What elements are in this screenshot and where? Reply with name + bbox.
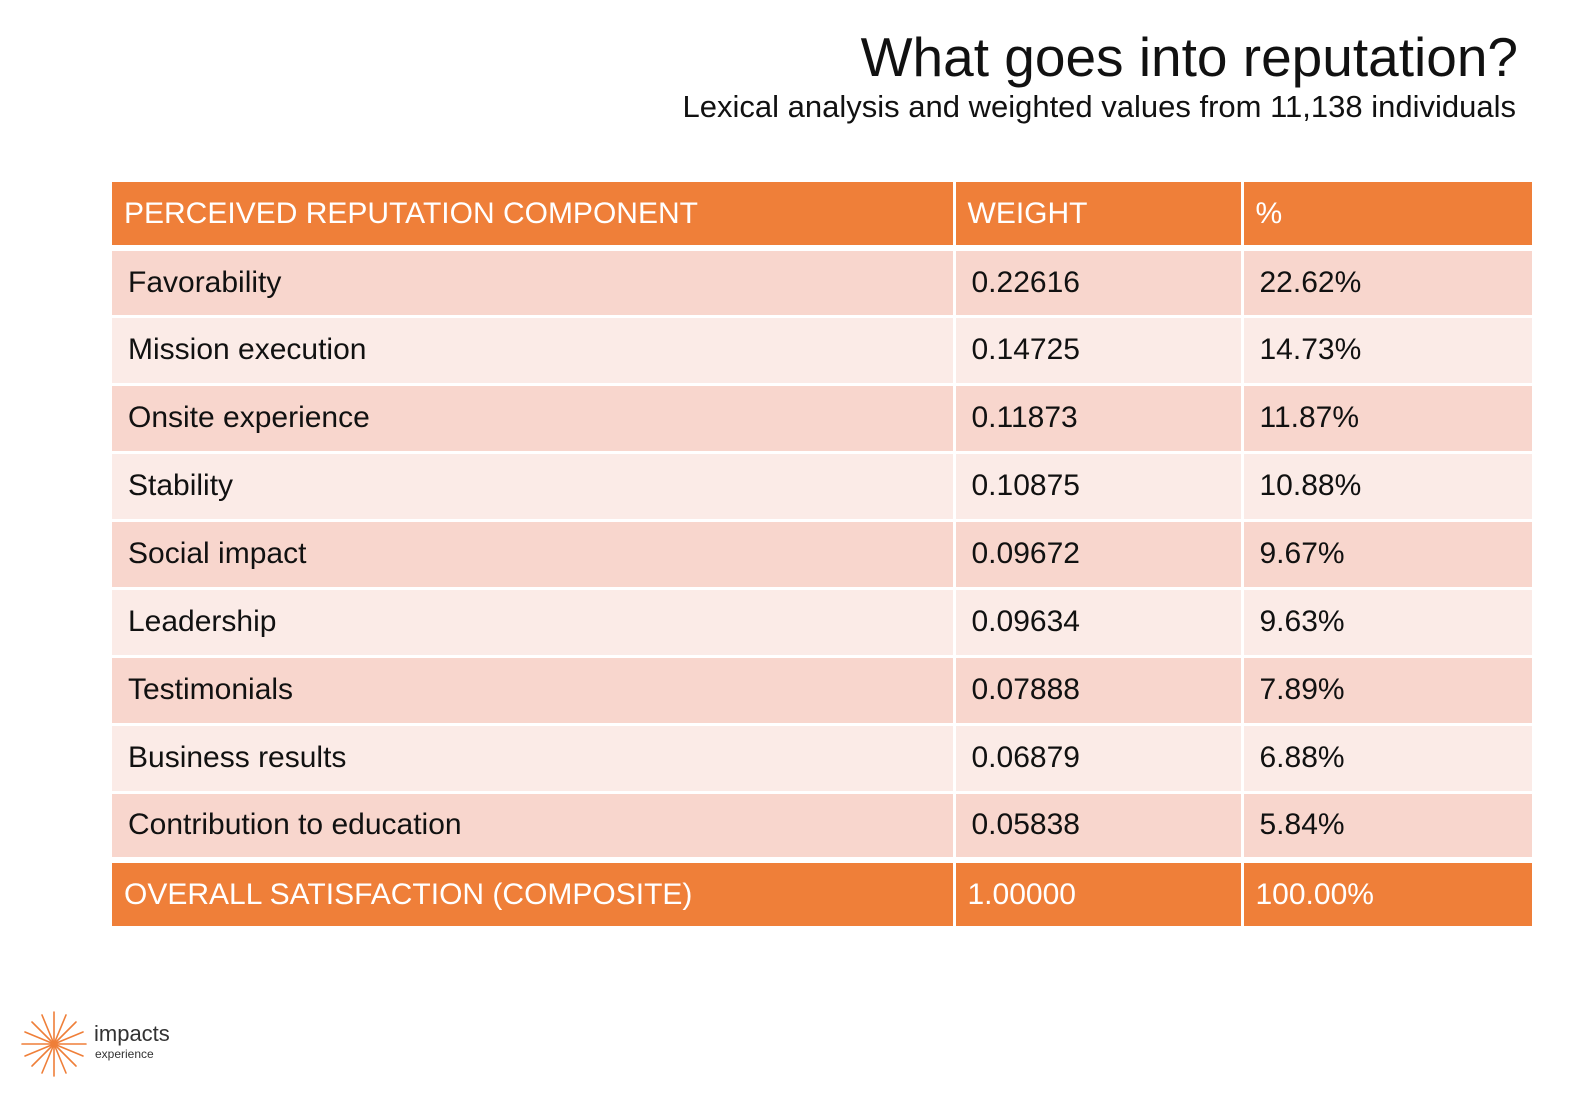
component-cell: Onsite experience bbox=[112, 384, 956, 454]
starburst-icon bbox=[21, 1011, 87, 1077]
component-cell: Stability bbox=[112, 452, 956, 522]
weight-cell: 0.05838 bbox=[954, 792, 1244, 862]
percent-cell: 14.73% bbox=[1242, 316, 1532, 386]
weight-cell: 0.10875 bbox=[954, 452, 1244, 522]
impacts-logo: impacts experience bbox=[20, 1008, 200, 1080]
table-row: Social impact 0.09672 9.67% bbox=[112, 520, 1532, 590]
percent-cell: 22.62% bbox=[1242, 248, 1532, 318]
component-cell: Mission execution bbox=[112, 316, 956, 386]
slide-subtitle: Lexical analysis and weighted values fro… bbox=[682, 89, 1516, 124]
table-row: Favorability 0.22616 22.62% bbox=[112, 248, 1532, 318]
table-row: Mission execution 0.14725 14.73% bbox=[112, 316, 1532, 386]
table-row: Testimonials 0.07888 7.89% bbox=[112, 656, 1532, 726]
table-row: Business results 0.06879 6.88% bbox=[112, 724, 1532, 794]
component-cell: Contribution to education bbox=[112, 792, 956, 862]
weight-cell: 0.11873 bbox=[954, 384, 1244, 454]
weight-cell: 0.06879 bbox=[954, 724, 1244, 794]
component-cell: Social impact bbox=[112, 520, 956, 590]
weight-cell: 0.22616 bbox=[954, 248, 1244, 318]
weight-cell: 0.09672 bbox=[954, 520, 1244, 590]
slide-title: What goes into reputation? bbox=[860, 26, 1518, 88]
percent-cell: 11.87% bbox=[1242, 384, 1532, 454]
logo-name: impacts bbox=[94, 1021, 170, 1046]
weight-cell: 0.07888 bbox=[954, 656, 1244, 726]
total-weight-cell: 1.00000 bbox=[954, 857, 1244, 926]
component-cell: Favorability bbox=[112, 248, 956, 318]
table-row: Leadership 0.09634 9.63% bbox=[112, 588, 1532, 658]
reputation-table: PERCEIVED REPUTATION COMPONENT WEIGHT % … bbox=[112, 182, 1532, 926]
weight-cell: 0.09634 bbox=[954, 588, 1244, 658]
percent-cell: 9.63% bbox=[1242, 588, 1532, 658]
percent-cell: 10.88% bbox=[1242, 452, 1532, 522]
percent-cell: 6.88% bbox=[1242, 724, 1532, 794]
table-header-row: PERCEIVED REPUTATION COMPONENT WEIGHT % bbox=[112, 182, 1532, 251]
table-row: Contribution to education 0.05838 5.84% bbox=[112, 792, 1532, 862]
header-component: PERCEIVED REPUTATION COMPONENT bbox=[112, 182, 956, 251]
header-weight: WEIGHT bbox=[954, 182, 1244, 251]
header-percent: % bbox=[1242, 182, 1532, 251]
weight-cell: 0.14725 bbox=[954, 316, 1244, 386]
total-component-cell: OVERALL SATISFACTION (COMPOSITE) bbox=[112, 857, 956, 926]
table-row: Stability 0.10875 10.88% bbox=[112, 452, 1532, 522]
reputation-table-container: PERCEIVED REPUTATION COMPONENT WEIGHT % … bbox=[112, 182, 1532, 926]
total-percent-cell: 100.00% bbox=[1242, 857, 1532, 926]
table-total-row: OVERALL SATISFACTION (COMPOSITE) 1.00000… bbox=[112, 857, 1532, 926]
percent-cell: 7.89% bbox=[1242, 656, 1532, 726]
logo-subtext: experience bbox=[95, 1047, 154, 1061]
percent-cell: 5.84% bbox=[1242, 792, 1532, 862]
component-cell: Testimonials bbox=[112, 656, 956, 726]
component-cell: Leadership bbox=[112, 588, 956, 658]
percent-cell: 9.67% bbox=[1242, 520, 1532, 590]
component-cell: Business results bbox=[112, 724, 956, 794]
table-row: Onsite experience 0.11873 11.87% bbox=[112, 384, 1532, 454]
